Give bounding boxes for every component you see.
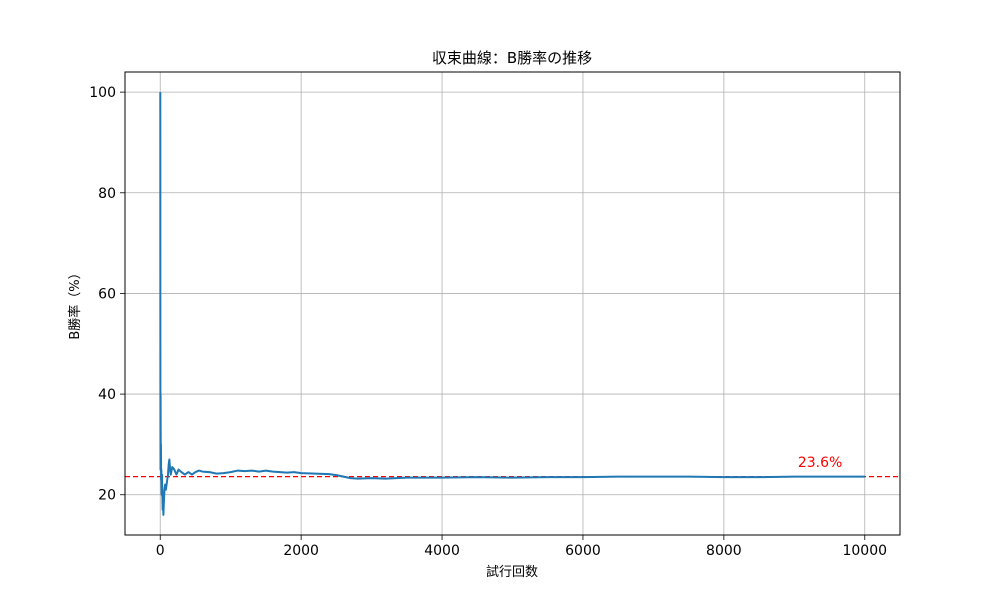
y-tick-label: 80	[98, 186, 116, 202]
x-tick-label: 6000	[565, 543, 601, 559]
x-tick-label: 2000	[283, 543, 319, 559]
x-tick-label: 10000	[842, 543, 887, 559]
y-axis-ticks: 20 40 60 80 100	[89, 85, 125, 504]
x-axis-ticks: 0 2000 4000 6000 8000 10000	[156, 535, 887, 559]
y-tick-label: 100	[89, 85, 116, 101]
annotations: 23.6%	[798, 455, 842, 471]
annotation-label: 23.6%	[798, 455, 842, 471]
chart-title: 収束曲線：B勝率の推移	[432, 49, 592, 67]
series-line	[159, 92, 865, 516]
x-tick-label: 0	[156, 543, 165, 559]
series-group	[159, 92, 865, 516]
grid-lines	[125, 72, 900, 535]
y-axis-label: B勝率（%）	[67, 266, 83, 339]
x-axis-label: 試行回数	[486, 564, 538, 580]
y-tick-label: 40	[98, 387, 116, 403]
x-tick-label: 4000	[424, 543, 460, 559]
plot-area-frame	[124, 71, 901, 536]
y-tick-label: 20	[98, 488, 116, 504]
x-tick-label: 8000	[706, 543, 742, 559]
y-tick-label: 60	[98, 286, 116, 302]
